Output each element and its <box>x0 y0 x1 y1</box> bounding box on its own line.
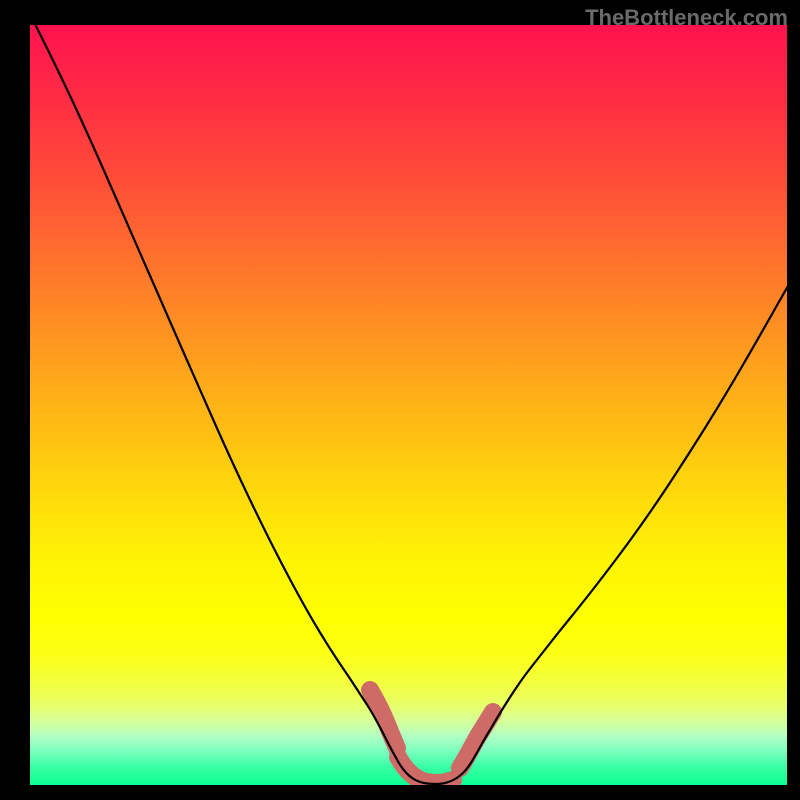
valley-highlight-segment <box>370 690 397 748</box>
bottleneck-curve-chart <box>0 0 800 800</box>
valley-highlight-segment <box>460 712 493 768</box>
watermark-text: TheBottleneck.com <box>585 5 788 31</box>
bottleneck-curve <box>34 22 788 784</box>
valley-highlight-segment <box>398 757 453 783</box>
